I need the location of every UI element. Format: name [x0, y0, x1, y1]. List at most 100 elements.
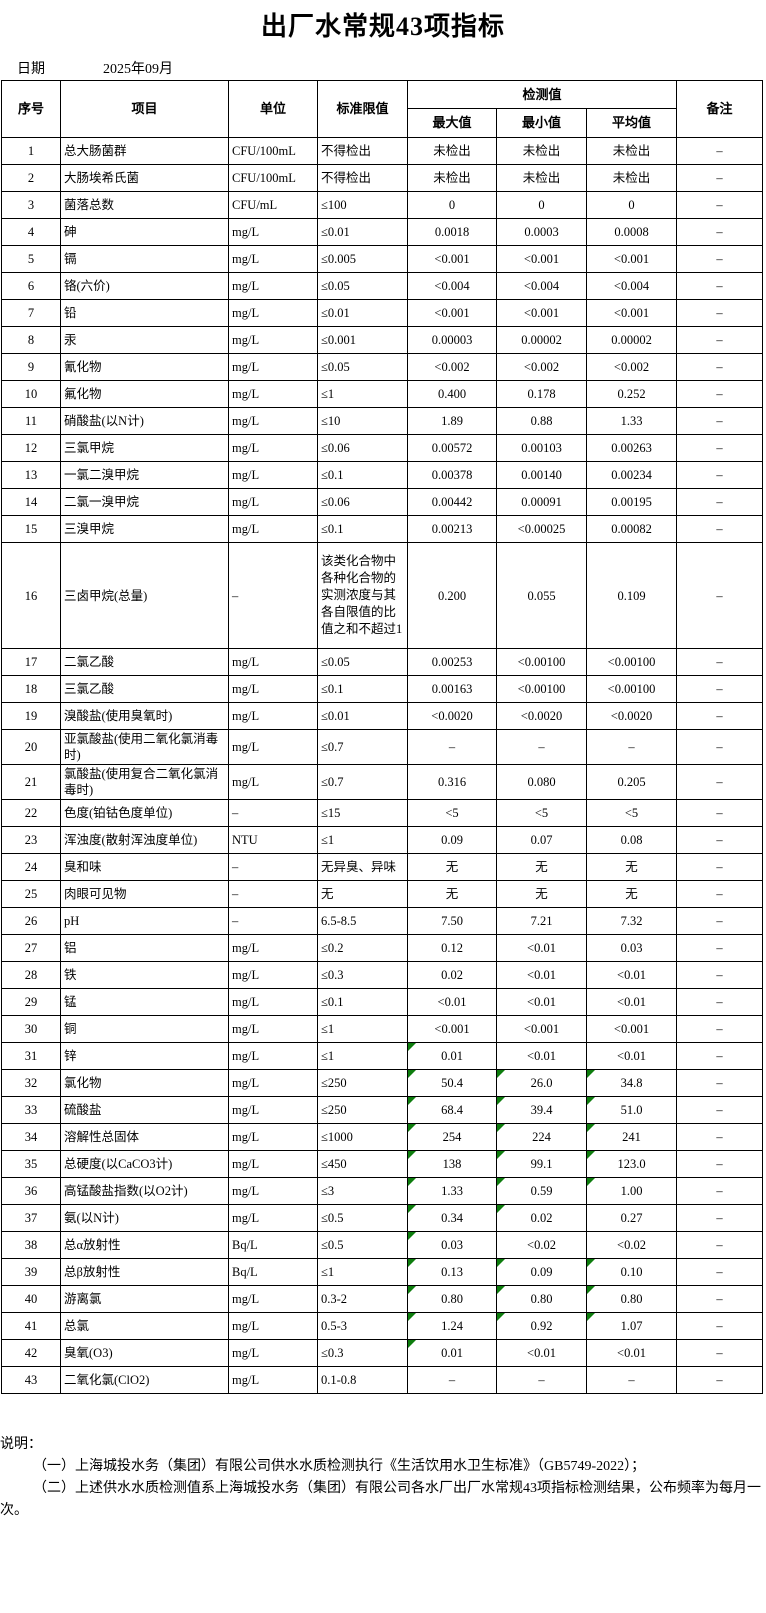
table-row: 6 铬(六价) mg/L ≤0.05 <0.004 <0.004 <0.004 … [1, 272, 764, 300]
error-indicator-triangle [408, 1124, 416, 1132]
cell-max: 0.0018 [407, 218, 497, 246]
table-row: 4 砷 mg/L ≤0.01 0.0018 0.0003 0.0008 – [1, 218, 764, 246]
cell-item: 菌落总数 [60, 191, 229, 219]
error-indicator-triangle [408, 1313, 416, 1321]
table-row: 13 一氯二溴甲烷 mg/L ≤0.1 0.00378 0.00140 0.00… [1, 461, 764, 489]
cell-avg: <0.0020 [585, 702, 678, 730]
cell-no: 35 [1, 1150, 61, 1178]
cell-no: 21 [1, 764, 61, 800]
table-row: 36 高锰酸盐指数(以O2计) mg/L ≤3 1.33 0.59 1.00 – [1, 1177, 764, 1205]
error-indicator-triangle [408, 1070, 416, 1078]
cell-limit: ≤0.01 [317, 702, 408, 730]
cell-limit: ≤1 [317, 826, 408, 854]
cell-no: 1 [1, 137, 61, 165]
table-row: 16 三卤甲烷(总量) – 该类化合物中各种化合物的实测浓度与其各自限值的比值之… [1, 542, 764, 649]
cell-remark: – [676, 1231, 764, 1259]
error-indicator-triangle [587, 1151, 595, 1159]
table-row: 7 铅 mg/L ≤0.01 <0.001 <0.001 <0.001 – [1, 299, 764, 327]
cell-limit: ≤0.1 [317, 515, 408, 543]
table-row: 25 肉眼可见物 – 无 无 无 无 – [1, 880, 764, 908]
cell-min: <0.001 [496, 245, 587, 273]
cell-max: 0.12 [407, 934, 497, 962]
cell-avg: 未检出 [585, 164, 678, 192]
error-indicator-triangle [587, 1259, 595, 1267]
cell-unit: – [228, 853, 318, 881]
cell-remark: – [676, 1285, 764, 1313]
error-indicator-triangle [408, 1151, 416, 1159]
cell-limit: 无 [317, 880, 408, 908]
cell-remark: – [676, 907, 764, 935]
cell-min: <0.01 [496, 988, 587, 1016]
col-header-no: 序号 [1, 80, 61, 138]
cell-item: 汞 [60, 326, 229, 354]
cell-avg: 0.00002 [585, 326, 678, 354]
cell-no: 19 [1, 702, 61, 730]
cell-item: 三卤甲烷(总量) [60, 542, 229, 649]
error-indicator-triangle [587, 1286, 595, 1294]
cell-unit: mg/L [228, 1177, 318, 1205]
error-indicator-triangle [497, 1097, 505, 1105]
cell-item: 臭氧(O3) [60, 1339, 229, 1367]
cell-max: 0.01 [407, 1042, 497, 1070]
cell-min: 0.88 [496, 407, 587, 435]
cell-unit: mg/L [228, 988, 318, 1016]
cell-limit: ≤0.1 [317, 675, 408, 703]
cell-max: 0.80 [407, 1285, 497, 1313]
cell-unit: mg/L [228, 934, 318, 962]
cell-remark: – [676, 380, 764, 408]
cell-item: 二氧化氯(ClO2) [60, 1366, 229, 1394]
cell-unit: mg/L [228, 1312, 318, 1340]
col-header-detect: 检测值 [406, 80, 678, 109]
cell-limit: ≤0.06 [317, 434, 408, 462]
cell-remark: – [676, 961, 764, 989]
cell-remark: – [676, 326, 764, 354]
cell-avg: 0.08 [585, 826, 678, 854]
cell-remark: – [676, 1312, 764, 1340]
table-row: 18 三氯乙酸 mg/L ≤0.1 0.00163 <0.00100 <0.00… [1, 675, 764, 703]
cell-remark: – [676, 675, 764, 703]
cell-max: 0.09 [407, 826, 497, 854]
cell-min: <5 [496, 799, 587, 827]
cell-avg: 123.0 [585, 1150, 678, 1178]
cell-max: 0.200 [407, 542, 497, 649]
cell-limit: ≤10 [317, 407, 408, 435]
error-indicator-triangle [497, 1178, 505, 1186]
table-row: 3 菌落总数 CFU/mL ≤100 0 0 0 – [1, 191, 764, 219]
cell-avg: 0.10 [585, 1258, 678, 1286]
cell-limit: ≤0.2 [317, 934, 408, 962]
cell-avg: 1.00 [585, 1177, 678, 1205]
cell-max: 0.13 [407, 1258, 497, 1286]
cell-remark: – [676, 826, 764, 854]
cell-remark: – [676, 853, 764, 881]
table-row: 39 总β放射性 Bq/L ≤1 0.13 0.09 0.10 – [1, 1258, 764, 1286]
cell-remark: – [676, 880, 764, 908]
cell-no: 15 [1, 515, 61, 543]
cell-no: 20 [1, 729, 61, 765]
cell-unit: mg/L [228, 1123, 318, 1151]
cell-avg: 51.0 [585, 1096, 678, 1124]
cell-limit: ≤0.5 [317, 1231, 408, 1259]
cell-remark: – [676, 1177, 764, 1205]
cell-unit: CFU/100mL [228, 164, 318, 192]
date-label: 日期 [17, 62, 45, 77]
cell-unit: mg/L [228, 702, 318, 730]
cell-remark: – [676, 648, 764, 676]
cell-remark: – [676, 1096, 764, 1124]
cell-remark: – [676, 272, 764, 300]
cell-item: 三氯甲烷 [60, 434, 229, 462]
cell-remark: – [676, 137, 764, 165]
cell-avg: <0.001 [585, 1015, 678, 1043]
cell-no: 38 [1, 1231, 61, 1259]
error-indicator-triangle [408, 1232, 416, 1240]
cell-item: 镉 [60, 245, 229, 273]
cell-no: 12 [1, 434, 61, 462]
cell-unit: NTU [228, 826, 318, 854]
cell-unit: Bq/L [228, 1231, 318, 1259]
cell-avg: 0.00263 [585, 434, 678, 462]
cell-min: <0.01 [496, 934, 587, 962]
cell-max: 0.00003 [407, 326, 497, 354]
cell-min: 0.59 [496, 1177, 587, 1205]
cell-no: 32 [1, 1069, 61, 1097]
cell-min: <0.01 [496, 1339, 587, 1367]
note-line-1: （一）上海城投水务（集团）有限公司供水水质检测执行《生活饮用水卫生标准》（GB5… [33, 1459, 646, 1474]
